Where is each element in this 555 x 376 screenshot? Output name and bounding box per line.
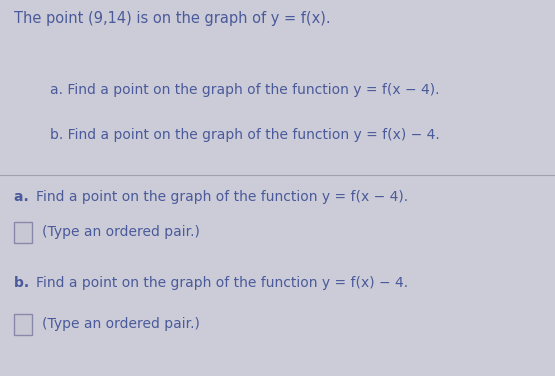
Text: (Type an ordered pair.): (Type an ordered pair.) xyxy=(42,225,199,239)
Text: a.: a. xyxy=(14,190,33,204)
Text: The point (9,14) is on the graph of y = f(x).: The point (9,14) is on the graph of y = … xyxy=(14,11,330,26)
Text: b.: b. xyxy=(14,276,34,290)
Text: b. Find a point on the graph of the function y = f(x) − 4.: b. Find a point on the graph of the func… xyxy=(50,128,440,142)
Text: (Type an ordered pair.): (Type an ordered pair.) xyxy=(42,317,199,331)
Text: Find a point on the graph of the function y = f(x) − 4.: Find a point on the graph of the functio… xyxy=(36,276,408,290)
Text: a. Find a point on the graph of the function y = f(x − 4).: a. Find a point on the graph of the func… xyxy=(50,83,440,97)
Bar xyxy=(14,314,32,335)
Bar xyxy=(14,222,32,243)
Text: Find a point on the graph of the function y = f(x − 4).: Find a point on the graph of the functio… xyxy=(36,190,408,204)
